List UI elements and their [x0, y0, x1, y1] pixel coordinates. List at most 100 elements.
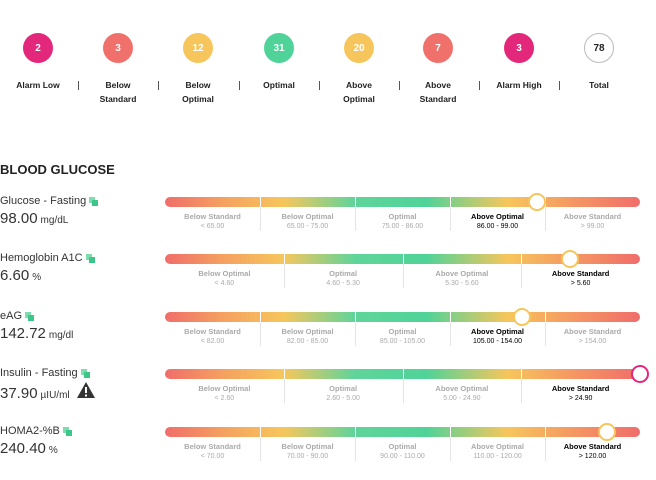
summary-count[interactable]: 7 — [423, 33, 453, 63]
metric-name: Insulin - Fasting — [0, 367, 90, 379]
segment-label: Below Optimal — [281, 212, 334, 221]
segment-range: > 24.90 — [568, 395, 593, 402]
segment-range: > 154.00 — [578, 338, 607, 345]
segment-range: 86.00 - 99.00 — [476, 223, 519, 230]
segment-divider — [355, 312, 356, 322]
summary-label: Optimal — [343, 94, 375, 104]
segment-range: 85.00 - 105.00 — [379, 338, 426, 345]
segment-divider — [450, 312, 451, 322]
segment-divider — [521, 254, 523, 264]
separator — [559, 81, 560, 90]
summary-label: Total — [589, 80, 609, 90]
metric-name-text: Glucose - Fasting — [0, 195, 87, 207]
summary-count[interactable]: 2 — [23, 33, 53, 63]
segment-divider — [402, 254, 404, 264]
summary-count[interactable]: 20 — [344, 33, 374, 63]
segment-label: Above Optimal — [435, 384, 489, 393]
copy-icon[interactable] — [85, 253, 95, 263]
summary-count[interactable]: 12 — [183, 33, 213, 63]
segment-label: Below Optimal — [281, 442, 334, 451]
copy-icon[interactable] — [25, 311, 35, 321]
metric-value: 37.90 µIU/ml — [0, 382, 95, 402]
segment-line — [402, 379, 404, 403]
summary-label: Above — [425, 80, 451, 90]
metric-name-text: Hemoglobin A1C — [0, 252, 83, 264]
segment-divider — [355, 427, 356, 437]
summary-label: Standard — [419, 94, 457, 104]
segment-range: 5.30 - 5.60 — [445, 280, 479, 287]
metric-name: Glucose - Fasting — [0, 195, 99, 207]
segment-range: < 4.60 — [214, 280, 235, 287]
metric-name-text: HOMA2-%B — [0, 425, 60, 437]
segment-range: < 82.00 — [200, 338, 225, 345]
range-bar — [165, 427, 640, 437]
segment-range: > 120.00 — [578, 453, 607, 460]
segment-divider — [521, 369, 523, 379]
metric-value: 98.00 mg/dL — [0, 210, 68, 227]
segment-line — [450, 322, 451, 346]
value-unit: µIU/ml — [40, 390, 70, 401]
copy-icon[interactable] — [80, 368, 90, 378]
segment-range: 5.00 - 24.90 — [443, 395, 481, 402]
segment-line — [260, 322, 261, 346]
segment-range: 90.00 - 110.00 — [380, 453, 425, 460]
segment-range: 82.00 - 85.00 — [286, 338, 329, 345]
segment-range: 70.00 - 90.00 — [286, 453, 329, 460]
segment-range: 65.00 - 75.00 — [286, 223, 329, 230]
separator — [478, 81, 480, 90]
summary-count[interactable]: 3 — [504, 33, 534, 63]
value-marker — [598, 423, 616, 441]
segment-range: 4.60 - 5.30 — [326, 280, 360, 287]
summary-label: Below — [185, 80, 211, 90]
copy-icon[interactable] — [62, 426, 72, 436]
segment-range: 110.00 - 120.00 — [473, 453, 522, 460]
metric-value: 240.40% — [0, 440, 58, 457]
segment-divider — [545, 312, 546, 322]
metric-value: 142.72 mg/dl — [0, 325, 73, 342]
segment-divider — [545, 427, 546, 437]
segment-line — [355, 207, 356, 231]
segment-line — [260, 437, 261, 461]
segment-divider — [450, 427, 451, 437]
summary-label: Optimal — [263, 80, 295, 90]
copy-icon[interactable] — [89, 196, 99, 206]
value-unit: mg/dl — [48, 330, 74, 341]
warning-icon — [76, 382, 95, 398]
separator — [238, 81, 240, 90]
segment-label: Below Optimal — [198, 269, 251, 278]
segment-label: Optimal — [388, 442, 417, 451]
summary-count[interactable]: 3 — [103, 33, 133, 63]
segment-range: > 5.60 — [570, 280, 591, 287]
metric-value: 6.60% — [0, 267, 41, 284]
range-bar — [165, 312, 640, 322]
segment-range: 75.00 - 86.00 — [381, 223, 424, 230]
segment-range: < 65.00 — [200, 223, 225, 230]
summary-label: Standard — [99, 94, 137, 104]
separator — [158, 81, 159, 90]
segment-line — [260, 207, 261, 231]
segment-line — [355, 437, 356, 461]
segment-label: Above Optimal — [435, 269, 489, 278]
segment-label: Above Standard — [563, 212, 622, 221]
segment-range: < 70.00 — [200, 453, 225, 460]
value-marker — [513, 308, 531, 326]
segment-label: Below Standard — [184, 327, 241, 336]
separator — [319, 81, 320, 90]
segment-label: Above Optimal — [471, 212, 524, 221]
segment-line — [521, 379, 523, 403]
segment-label: Above Standard — [551, 384, 610, 393]
summary-count[interactable]: 31 — [264, 33, 294, 63]
segment-line — [545, 207, 546, 231]
segment-range: < 2.60 — [214, 395, 235, 402]
summary-count[interactable]: 78 — [584, 33, 614, 63]
summary-label: Alarm Low — [16, 80, 60, 90]
segment-range: 2.60 - 5.00 — [326, 395, 360, 402]
value-marker — [561, 250, 579, 268]
value-number: 142.72 — [0, 325, 46, 342]
summary-label: Optimal — [182, 94, 214, 104]
value-unit: % — [48, 445, 58, 456]
segment-line — [545, 322, 546, 346]
segment-line — [450, 207, 451, 231]
segment-divider — [355, 197, 356, 207]
segment-line — [283, 379, 285, 403]
